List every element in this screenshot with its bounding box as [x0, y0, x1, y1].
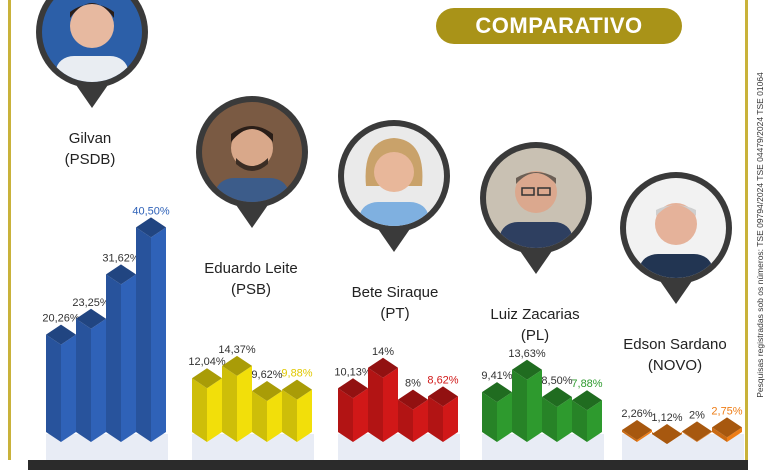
candidate-photo-edson-sardano [620, 172, 732, 284]
data-label: 8,50% [541, 375, 572, 387]
data-label: 23,25% [72, 297, 110, 309]
frame-right-rule [745, 0, 748, 460]
candidate-party: (PSB) [230, 281, 271, 298]
candidate-photo-gilvan [36, 0, 148, 88]
data-label: 8,62% [427, 374, 458, 386]
candidate-name: Gilvan [68, 130, 112, 147]
candidate-party: (PSDB) [64, 151, 116, 168]
bar [46, 324, 76, 442]
bar [192, 368, 222, 442]
candidate-name: Eduardo Leite [204, 260, 298, 277]
bars-layer: 20,26% 23,25% 31,62% 40,50% 12,04%14,37% 9,62… [42, 205, 744, 460]
portrait-icon [360, 138, 428, 226]
bar [252, 381, 282, 442]
candidate-party: (PL) [520, 327, 550, 344]
data-label: 2% [689, 409, 705, 421]
data-label: 14% [372, 346, 394, 358]
data-label: 31,62% [102, 252, 140, 264]
candidate-name-luiz-zacarias: Luiz Zacarias (PL) [470, 304, 600, 346]
bar [482, 382, 512, 442]
candidate-photo-bete-siraque [338, 120, 450, 232]
data-label: 7,88% [571, 378, 602, 390]
candidate-name-bete-siraque: Bete Siraque (PT) [330, 282, 460, 324]
bar [136, 217, 166, 442]
data-label: 9,88% [281, 368, 312, 380]
portrait-icon [500, 171, 572, 248]
candidate-name: Luiz Zacarias [490, 306, 580, 323]
bar [572, 390, 602, 442]
data-label: 10,13% [334, 366, 372, 378]
candidate-name-eduardo-leite: Eduardo Leite (PSB) [186, 258, 316, 300]
candidate-name-gilvan: Gilvan (PSDB) [30, 128, 150, 170]
bottom-bar [28, 460, 748, 470]
portrait-icon [640, 203, 712, 278]
bar [682, 421, 712, 442]
data-label: 40,50% [132, 205, 170, 217]
candidate-name: Bete Siraque [351, 284, 439, 301]
bar [282, 379, 312, 442]
data-label: 20,26% [42, 313, 80, 325]
page-title: COMPARATIVO [436, 8, 682, 44]
candidate-name-edson-sardano: Edson Sardano (NOVO) [610, 334, 740, 376]
data-label: 1,12% [651, 412, 682, 424]
data-label: 9,41% [481, 370, 512, 382]
bar [622, 420, 652, 442]
bar [76, 308, 106, 442]
portrait-icon [56, 3, 128, 82]
data-label: 8% [405, 378, 421, 390]
candidate-name: Edson Sardano [623, 336, 727, 353]
bar [398, 389, 428, 442]
bar [368, 357, 398, 442]
portrait-icon [216, 126, 288, 202]
bar [512, 359, 542, 442]
frame-left-rule [8, 0, 11, 460]
bar [428, 386, 458, 442]
data-label: 2,26% [621, 408, 652, 420]
candidate-photo-eduardo-leite [196, 96, 308, 208]
data-label: 9,62% [251, 369, 282, 381]
bar [106, 264, 136, 442]
candidate-party: (NOVO) [647, 357, 703, 374]
candidate-photo-luiz-zacarias [480, 142, 592, 254]
bar [222, 355, 252, 442]
data-label: 13,63% [508, 348, 546, 360]
data-label: 14,37% [218, 344, 256, 356]
bar [712, 417, 742, 442]
bar [542, 386, 572, 442]
bar [338, 378, 368, 442]
candidate-party: (PT) [380, 305, 410, 322]
data-label: 2,75% [711, 405, 742, 417]
data-label: 12,04% [188, 356, 226, 368]
bar [652, 424, 682, 444]
